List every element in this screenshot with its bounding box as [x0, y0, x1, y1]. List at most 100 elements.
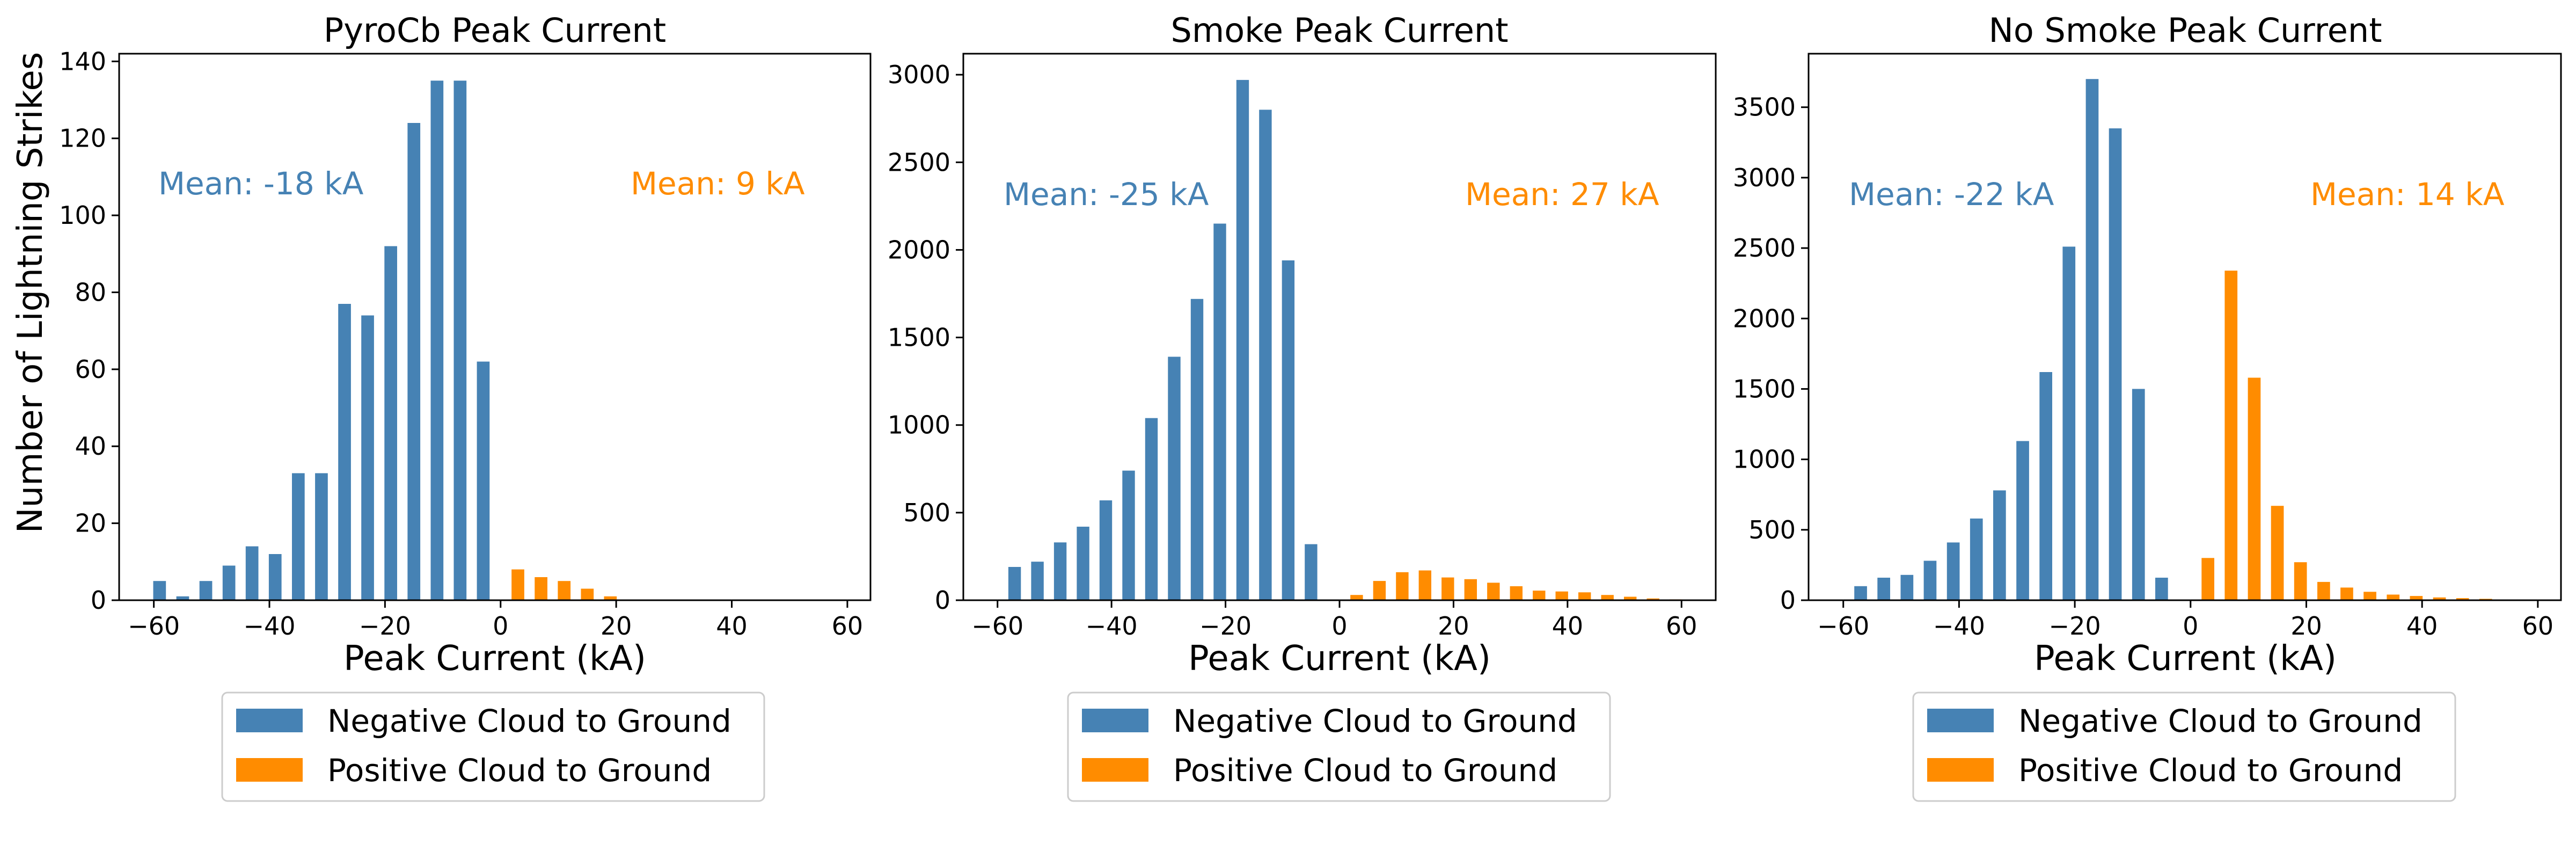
bar-negative: [1877, 578, 1890, 600]
legend: Negative Cloud to Ground Positive Cloud …: [1067, 691, 1611, 802]
x-tick-label: −20: [2049, 612, 2101, 640]
legend-swatch-positive: [1082, 758, 1148, 782]
x-tick-label: 60: [832, 612, 863, 640]
x-tick-label: 0: [2183, 612, 2198, 640]
bar-negative: [292, 473, 305, 600]
y-tick-label: 1000: [1733, 445, 1796, 474]
y-tick-label: 1500: [888, 323, 950, 352]
bar-negative: [1993, 490, 2006, 600]
mean-negative-label: Mean: -22 kA: [1849, 176, 2054, 213]
bar-positive: [2294, 562, 2307, 600]
bar-positive: [1555, 591, 1568, 600]
bar-positive: [1601, 595, 1614, 600]
bar-positive: [1396, 572, 1409, 600]
bar-negative: [407, 123, 421, 600]
plot-area: −60 −40 −20 0 20 40 60 0 500 1000 1500 2000 2500 3000: [888, 60, 1697, 640]
y-tick-label: 20: [75, 509, 106, 538]
bar-positive: [2363, 592, 2376, 600]
x-axis-label: Peak Current (kA): [2034, 639, 2337, 679]
bar-positive: [1350, 595, 1363, 600]
plot-frame: [118, 53, 872, 601]
bar-negative: [222, 565, 236, 600]
bar-positive: [2456, 598, 2469, 600]
bar-negative: [1077, 527, 1089, 600]
legend-swatch-negative: [1927, 709, 1994, 732]
legend-label-positive: Positive Cloud to Ground: [1173, 752, 1557, 789]
y-tick-label: 60: [75, 355, 106, 384]
bar-positive: [2433, 597, 2446, 600]
bar-positive: [2248, 377, 2261, 600]
legend: Negative Cloud to Ground Positive Cloud …: [1912, 691, 2456, 802]
bar-negative: [2132, 389, 2145, 600]
x-tick-label: 0: [493, 612, 508, 640]
bar-negative: [430, 81, 444, 600]
y-tick-label: 1000: [888, 411, 950, 440]
y-tick-label: 0: [935, 586, 950, 615]
bar-positive: [1373, 581, 1386, 600]
y-tick-label: 2500: [888, 148, 950, 177]
bar-negative: [1900, 574, 1914, 600]
mean-positive-label: Mean: 27 kA: [1465, 176, 1659, 213]
bar-positive: [1646, 598, 1659, 600]
panel-smoke: Smoke Peak Current −60 −40 −20 0 20 40 60 0 500 1…: [888, 11, 1717, 802]
y-tick-label: 140: [59, 47, 106, 76]
bar-positive: [1487, 583, 1500, 600]
bar-negative: [1213, 223, 1226, 600]
x-tick-label: −60: [1817, 612, 1869, 640]
panel-pyrocb: PyroCb Peak Current −60 −40 −20 0 20 40 60 0 20 4…: [59, 11, 872, 802]
bar-negative: [1282, 260, 1295, 600]
bar-negative: [1259, 110, 1272, 600]
bar-positive: [604, 596, 617, 600]
chart-title: No Smoke Peak Current: [1988, 11, 2382, 50]
plot-frame: [962, 53, 1717, 601]
bar-negative: [1031, 562, 1044, 600]
bar-negative: [2062, 246, 2076, 600]
bar-positive: [1441, 577, 1454, 600]
y-tick-label: 40: [75, 432, 106, 461]
y-tick-label: 500: [1748, 515, 1796, 544]
bar-negative: [1946, 542, 1960, 600]
bar-positive: [511, 569, 524, 600]
x-tick-label: −60: [971, 612, 1023, 640]
legend-label-positive: Positive Cloud to Ground: [2018, 752, 2403, 789]
legend-swatch-positive: [1927, 758, 1994, 782]
y-tick-label: 1500: [1733, 374, 1796, 403]
y-tick-label: 3500: [1733, 93, 1796, 122]
y-tick-label: 0: [91, 586, 106, 615]
y-tick-label: 0: [1780, 586, 1796, 615]
bar-negative: [153, 581, 166, 600]
x-tick-label: −40: [1086, 612, 1138, 640]
bar-negative: [1923, 560, 1937, 600]
bar-positive: [1464, 579, 1477, 600]
y-tick-label: 120: [59, 124, 106, 153]
bar-positive: [1418, 570, 1431, 600]
bar-negative: [1122, 470, 1135, 600]
x-tick-label: 60: [2522, 612, 2554, 640]
x-tick-label: −20: [359, 612, 411, 640]
legend-label-negative: Negative Cloud to Ground: [1173, 703, 1577, 739]
legend-swatch-positive: [236, 758, 303, 782]
y-tick-label: 2500: [1733, 234, 1796, 263]
x-tick-label: 20: [2290, 612, 2322, 640]
bar-negative: [176, 596, 189, 600]
bar-negative: [2039, 372, 2052, 600]
bar-positive: [2201, 558, 2214, 600]
legend: Negative Cloud to Ground Positive Cloud …: [221, 691, 765, 802]
legend-swatch-negative: [1082, 709, 1148, 732]
y-tick-label: 2000: [1733, 304, 1796, 333]
bar-positive: [1624, 596, 1637, 600]
bar-negative: [338, 304, 351, 600]
y-tick-label: 3000: [1733, 163, 1796, 192]
bar-positive: [2410, 596, 2423, 600]
bar-positive: [2224, 271, 2238, 601]
y-tick-label: 500: [903, 498, 950, 527]
x-tick-label: 40: [2406, 612, 2438, 640]
plot-area: −60 −40 −20 0 20 40 60 0 20 40 60 80 100 120 140: [59, 47, 863, 640]
bar-negative: [1008, 567, 1021, 600]
bar-positive: [535, 577, 547, 600]
bar-positive: [581, 588, 594, 600]
legend-swatch-negative: [236, 709, 303, 732]
bar-negative: [2016, 441, 2029, 600]
y-tick-label: 2000: [888, 235, 950, 264]
legend-label-negative: Negative Cloud to Ground: [327, 703, 731, 739]
